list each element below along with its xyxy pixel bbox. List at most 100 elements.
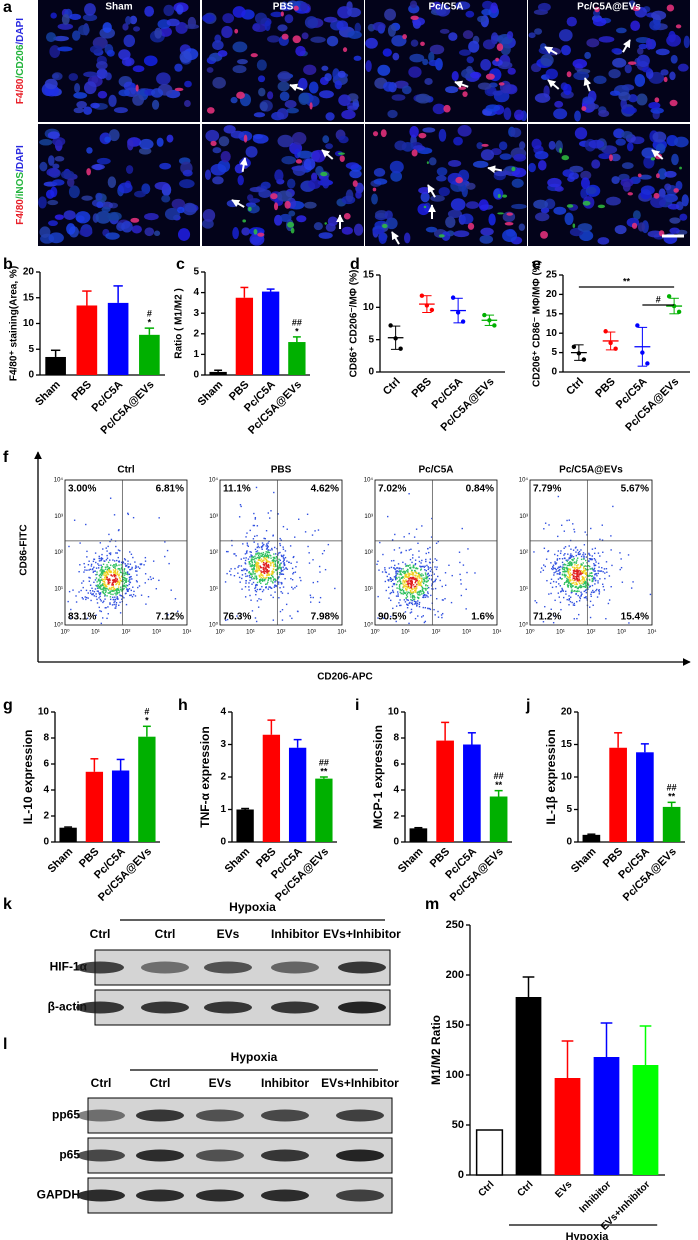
event-dot <box>553 572 554 573</box>
nucleus <box>97 158 111 165</box>
event-dot <box>425 574 426 575</box>
event-dot <box>117 572 118 573</box>
event-dot <box>401 568 402 569</box>
event-dot <box>230 574 231 575</box>
event-dot <box>399 599 400 600</box>
panel-label: g <box>3 697 13 714</box>
nucleus <box>384 9 396 21</box>
nucleus <box>154 231 160 237</box>
event-dot <box>243 558 244 559</box>
event-dot <box>423 583 424 584</box>
event-dot <box>579 574 580 575</box>
nucleus <box>202 14 215 23</box>
event-dot <box>434 581 435 582</box>
event-dot <box>91 588 92 589</box>
nucleus <box>167 19 180 27</box>
macrophage <box>443 105 450 113</box>
event-dot <box>102 548 103 549</box>
inos-signal <box>291 228 295 234</box>
event-dot <box>420 562 421 563</box>
y-tick-label: 100 <box>446 1069 464 1081</box>
event-dot <box>395 572 396 573</box>
event-dot <box>168 563 169 564</box>
blot-band <box>338 1002 386 1014</box>
nucleus <box>470 72 481 79</box>
nucleus <box>573 71 589 80</box>
bar <box>45 357 66 375</box>
event-dot <box>120 572 121 573</box>
panel-label: a <box>3 0 12 16</box>
event-dot <box>92 568 93 569</box>
event-dot <box>575 547 576 548</box>
event-dot <box>141 595 142 596</box>
event-dot <box>577 549 578 550</box>
event-dot <box>409 533 410 534</box>
nucleus <box>49 45 60 58</box>
event-dot <box>557 555 558 556</box>
event-dot <box>584 544 585 545</box>
row-label: F4/80/CD206/DAPI <box>15 18 26 104</box>
event-dot <box>283 526 284 527</box>
nucleus <box>285 100 297 108</box>
event-dot <box>261 558 262 559</box>
y-tick-label: 8 <box>393 733 399 744</box>
nucleus <box>606 197 621 206</box>
nucleus <box>178 228 190 241</box>
event-dot <box>564 564 565 565</box>
event-dot <box>265 554 266 555</box>
panel-label: l <box>3 1036 7 1053</box>
event-dot <box>554 561 555 562</box>
event-dot <box>388 573 389 574</box>
event-dot <box>131 594 132 595</box>
blot-band <box>76 962 124 974</box>
nucleus <box>465 11 474 18</box>
nucleus <box>118 49 130 60</box>
nucleus <box>144 55 158 66</box>
column-title: Pc/C5A <box>428 2 463 13</box>
event-dot <box>411 609 412 610</box>
event-dot <box>573 575 574 576</box>
quadrant-value: 6.81% <box>156 484 184 495</box>
event-dot <box>291 587 292 588</box>
event-dot <box>567 565 568 566</box>
event-dot <box>407 596 408 597</box>
event-dot <box>267 552 268 553</box>
event-dot <box>589 579 590 580</box>
event-dot <box>292 588 293 589</box>
y-tick-label: 5 <box>368 334 374 345</box>
event-dot <box>573 562 574 563</box>
event-dot <box>555 571 556 572</box>
event-dot <box>100 574 101 575</box>
event-dot <box>413 591 414 592</box>
event-dot <box>113 586 114 587</box>
event-dot <box>156 588 157 589</box>
event-dot <box>115 605 116 606</box>
event-dot <box>620 558 621 559</box>
nucleus <box>567 17 577 27</box>
event-dot <box>392 586 393 587</box>
event-dot <box>119 577 120 578</box>
event-dot <box>399 579 400 580</box>
event-dot <box>109 602 110 603</box>
event-dot <box>308 552 309 553</box>
event-dot <box>582 578 583 579</box>
inos-signal <box>424 206 427 208</box>
inos-signal <box>583 201 591 206</box>
event-dot <box>313 597 314 598</box>
event-dot <box>405 550 406 551</box>
event-dot <box>107 581 108 582</box>
event-dot <box>145 560 146 561</box>
event-dot <box>310 597 311 598</box>
event-dot <box>260 570 261 571</box>
inos-signal <box>502 194 507 197</box>
event-dot <box>114 588 115 589</box>
event-dot <box>256 577 257 578</box>
event-dot <box>389 567 390 568</box>
event-dot <box>426 553 427 554</box>
event-dot <box>241 558 242 559</box>
event-dot <box>421 573 422 574</box>
event-dot <box>247 575 248 576</box>
event-dot <box>571 602 572 603</box>
event-dot <box>584 591 585 592</box>
nucleus <box>460 214 473 225</box>
